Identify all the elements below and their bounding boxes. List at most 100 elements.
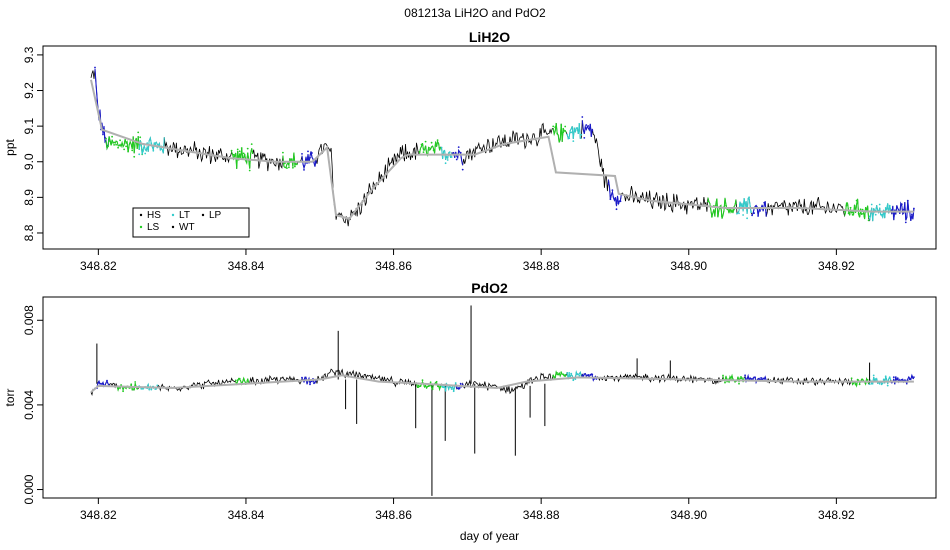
data-point <box>589 127 592 130</box>
data-point <box>722 374 724 377</box>
data-point <box>896 377 899 380</box>
data-point <box>457 388 460 390</box>
data-point <box>154 388 157 390</box>
legend-label: LT <box>179 210 190 221</box>
data-point <box>854 383 857 386</box>
data-point <box>448 151 451 154</box>
data-point <box>420 143 423 146</box>
data-point <box>140 387 143 390</box>
data-point <box>111 135 113 138</box>
data-point <box>133 155 136 158</box>
y-tick-label: 8.9 <box>22 189 36 206</box>
lih2o-panel: LiH2O 348.82 348.84 348.86 348.88 348.90 348.9… <box>3 29 937 273</box>
data-point <box>120 384 122 386</box>
plot-frame <box>42 45 937 250</box>
data-point <box>311 152 313 154</box>
data-point <box>444 389 447 392</box>
data-point <box>94 66 96 69</box>
data-point <box>440 146 443 149</box>
data-point <box>134 381 137 383</box>
data-point <box>746 377 748 380</box>
data-point <box>735 202 737 205</box>
data-point <box>762 377 764 380</box>
data-point <box>105 137 107 140</box>
legend-marker <box>201 213 205 217</box>
data-point <box>760 377 762 379</box>
y-axis-label: torr <box>3 388 17 406</box>
data-point <box>123 148 125 151</box>
data-point <box>454 382 457 384</box>
x-axis-label: day of year <box>460 529 519 543</box>
data-point <box>868 383 871 385</box>
data-point <box>757 215 759 217</box>
data-point <box>870 203 873 206</box>
data-point <box>578 123 581 125</box>
data-point <box>558 139 561 142</box>
data-point <box>154 143 157 146</box>
data-point <box>288 166 290 169</box>
data-point <box>908 378 911 381</box>
data-point <box>556 372 559 374</box>
data-point <box>913 207 915 210</box>
data-point <box>738 212 740 215</box>
data-point <box>432 149 435 152</box>
data-point <box>125 145 127 148</box>
data-point <box>301 153 303 155</box>
colored-segment <box>607 179 623 207</box>
data-point <box>752 378 754 380</box>
data-point <box>238 150 241 153</box>
data-point <box>246 379 249 382</box>
data-point <box>894 376 897 379</box>
data-point <box>417 384 420 387</box>
data-point <box>240 147 243 149</box>
colored-segment <box>301 376 317 386</box>
data-point <box>455 158 458 161</box>
data-point <box>246 147 249 150</box>
data-point <box>740 376 742 378</box>
data-point <box>146 142 149 145</box>
data-point <box>572 379 575 382</box>
colored-segment <box>441 382 457 392</box>
data-point <box>428 149 431 151</box>
data-point <box>450 388 453 390</box>
data-point <box>738 382 740 385</box>
data-point <box>906 199 909 202</box>
data-point <box>436 139 439 142</box>
data-point <box>583 137 586 139</box>
data-point <box>913 376 915 378</box>
plot-frame <box>42 296 937 499</box>
data-point <box>754 376 756 379</box>
data-point <box>142 150 145 152</box>
data-point <box>753 212 755 215</box>
legend-marker <box>139 225 143 229</box>
data-point <box>888 204 891 207</box>
data-point <box>878 382 881 385</box>
data-point <box>434 144 437 147</box>
x-tick-label: 348.84 <box>228 259 265 273</box>
data-point <box>750 377 752 380</box>
data-point <box>556 132 559 135</box>
data-point <box>564 374 567 376</box>
data-point <box>562 131 565 134</box>
data-point <box>307 150 309 153</box>
data-point <box>294 165 296 168</box>
data-point <box>853 205 856 207</box>
data-point <box>552 125 555 128</box>
data-point <box>121 143 123 146</box>
data-point <box>100 382 102 385</box>
data-point <box>585 124 588 126</box>
data-point <box>156 384 159 387</box>
data-point <box>572 140 575 143</box>
data-point <box>744 374 746 377</box>
data-point <box>558 372 561 375</box>
data-point <box>455 386 458 389</box>
data-point <box>721 215 723 218</box>
data-point <box>847 212 850 215</box>
y-tick-label: 0.004 <box>22 390 36 420</box>
data-point <box>142 387 145 390</box>
data-point <box>591 373 594 376</box>
data-point <box>418 150 421 153</box>
data-point <box>130 383 133 386</box>
data-point <box>236 148 239 151</box>
smooth-series-line <box>90 79 914 220</box>
